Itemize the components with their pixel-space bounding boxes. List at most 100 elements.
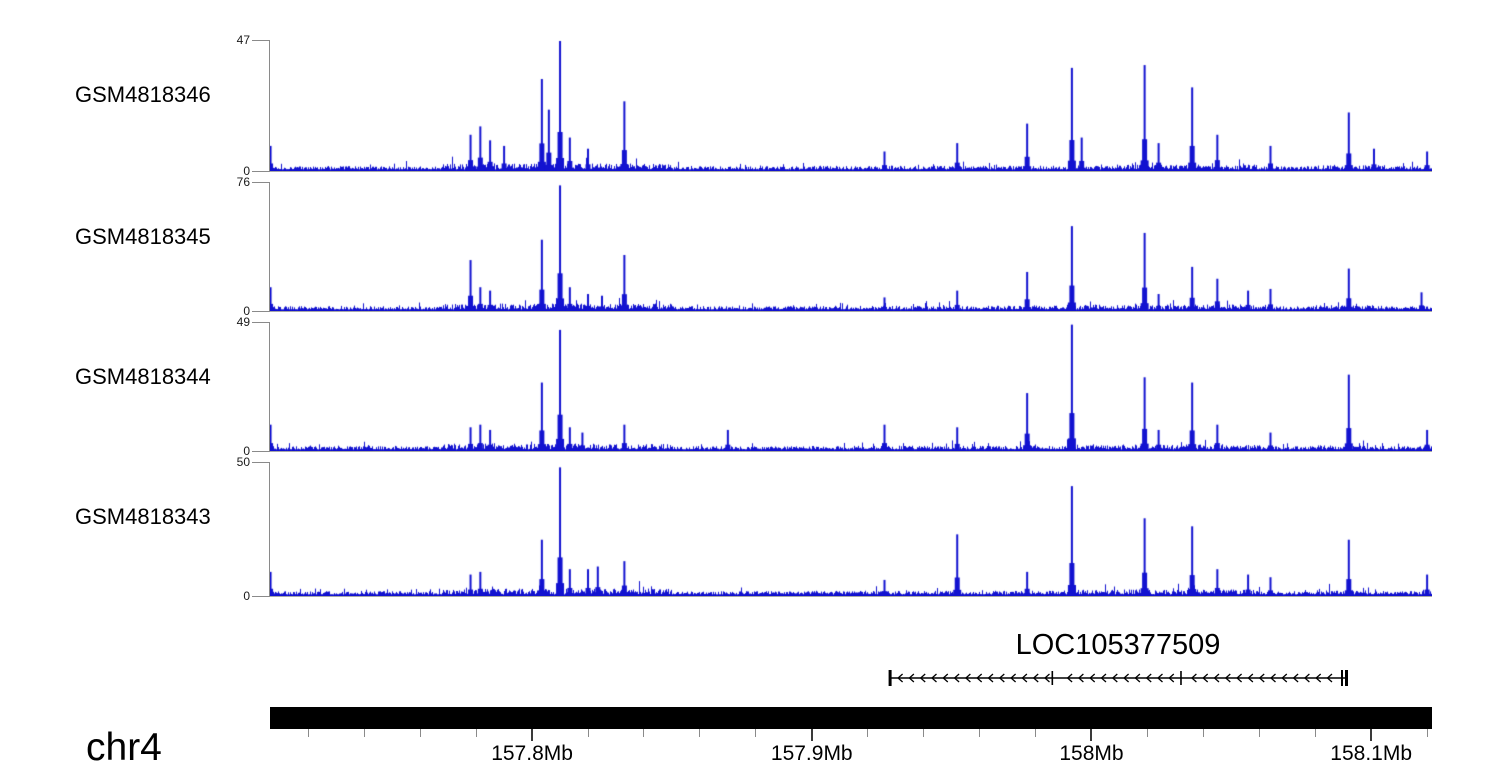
axis-minor-tick bbox=[587, 729, 589, 737]
axis-minor-tick bbox=[1146, 729, 1148, 737]
axis-major-tick bbox=[1090, 729, 1093, 741]
y-axis-zero-tick bbox=[252, 171, 269, 172]
strand-direction-chevron bbox=[931, 673, 937, 683]
axis-minor-tick bbox=[755, 729, 757, 737]
y-axis-zero-tick bbox=[252, 451, 269, 452]
axis-minor-tick bbox=[1258, 729, 1260, 737]
strand-direction-chevron bbox=[1236, 673, 1243, 683]
strand-direction-chevron bbox=[1292, 673, 1299, 683]
y-axis-top-tick bbox=[252, 462, 269, 463]
strand-direction-chevron bbox=[919, 673, 926, 683]
track-zero-baseline bbox=[270, 171, 1432, 172]
axis-major-tick bbox=[810, 729, 813, 741]
strand-direction-chevron bbox=[1315, 673, 1322, 683]
strand-direction-chevron bbox=[1123, 673, 1130, 683]
y-axis-line bbox=[269, 322, 270, 452]
track-ymax-label: 49 bbox=[236, 315, 250, 329]
coverage-track-canvas bbox=[270, 182, 1432, 311]
strand-direction-chevron bbox=[1168, 673, 1175, 683]
coverage-track-canvas bbox=[270, 462, 1432, 596]
coverage-track-canvas bbox=[270, 40, 1432, 171]
gene-end-tick bbox=[1345, 670, 1349, 686]
strand-direction-chevron bbox=[1134, 673, 1141, 683]
strand-direction-chevron bbox=[1202, 673, 1209, 683]
gene-exon-boundary-tick bbox=[1180, 671, 1182, 685]
axis-tick-label: 158Mb bbox=[1059, 742, 1124, 765]
strand-direction-chevron bbox=[897, 673, 904, 683]
track-zero-baseline bbox=[270, 311, 1432, 312]
chromosome-bar bbox=[270, 707, 1432, 729]
gene-start-tick bbox=[888, 670, 892, 686]
strand-direction-chevron bbox=[1247, 673, 1254, 683]
gene-exon-boundary-tick bbox=[1051, 671, 1054, 685]
strand-direction-chevron bbox=[1190, 673, 1197, 683]
track-ymin-label: 0 bbox=[243, 444, 250, 458]
axis-minor-tick bbox=[867, 729, 869, 737]
strand-direction-chevron bbox=[1258, 673, 1265, 683]
track-label: GSM4818344 bbox=[75, 364, 211, 389]
track-label: GSM4818343 bbox=[75, 504, 211, 529]
strand-direction-chevron bbox=[1270, 673, 1276, 683]
strand-direction-chevron bbox=[1111, 673, 1118, 683]
strand-direction-chevron bbox=[1281, 673, 1288, 683]
y-axis-line bbox=[269, 40, 270, 172]
axis-minor-tick bbox=[1035, 729, 1037, 737]
strand-direction-chevron bbox=[998, 673, 1005, 683]
axis-minor-tick bbox=[307, 729, 309, 737]
axis-minor-tick bbox=[419, 729, 421, 737]
strand-direction-chevron bbox=[1326, 673, 1333, 683]
strand-direction-chevron bbox=[1089, 673, 1096, 683]
axis-minor-tick bbox=[979, 729, 981, 737]
chromosome-label: chr4 bbox=[86, 726, 162, 769]
track-ymin-label: 0 bbox=[243, 589, 250, 603]
track-ymax-label: 47 bbox=[236, 33, 250, 47]
axis-minor-tick bbox=[923, 729, 925, 737]
track-ymin-label: 0 bbox=[243, 164, 250, 178]
track-ymax-label: 50 bbox=[236, 455, 250, 469]
y-axis-line bbox=[269, 182, 270, 312]
track-ymin-label: 0 bbox=[243, 304, 250, 318]
track-zero-baseline bbox=[270, 451, 1432, 452]
strand-direction-chevron bbox=[1145, 673, 1152, 683]
strand-direction-chevron bbox=[976, 673, 983, 683]
gene-model bbox=[888, 670, 1349, 686]
y-axis-zero-tick bbox=[252, 311, 269, 312]
y-axis-top-tick bbox=[252, 40, 269, 41]
axis-minor-tick bbox=[1426, 729, 1428, 737]
axis-major-tick bbox=[1370, 729, 1373, 741]
track-label: GSM4818346 bbox=[75, 82, 211, 107]
strand-direction-chevron bbox=[1077, 673, 1084, 683]
strand-direction-chevron bbox=[1021, 673, 1028, 683]
axis-minor-tick bbox=[699, 729, 701, 737]
strand-direction-chevron bbox=[1044, 673, 1050, 683]
strand-direction-chevron bbox=[908, 673, 915, 683]
gene-end-tick bbox=[1341, 670, 1344, 686]
strand-direction-chevron bbox=[942, 673, 949, 683]
track-label: GSM4818345 bbox=[75, 224, 211, 249]
strand-direction-chevron bbox=[1100, 673, 1107, 683]
axis-minor-tick bbox=[475, 729, 477, 737]
axis-tick-label: 157.9Mb bbox=[770, 742, 853, 765]
strand-direction-chevron bbox=[1213, 673, 1220, 683]
strand-direction-chevron bbox=[1157, 673, 1163, 683]
axis-minor-tick bbox=[1202, 729, 1204, 737]
strand-direction-chevron bbox=[1224, 673, 1231, 683]
strand-direction-chevron bbox=[1066, 673, 1073, 683]
y-axis-top-tick bbox=[252, 322, 269, 323]
gene-name-label: LOC105377509 bbox=[1015, 629, 1221, 661]
strand-direction-chevron bbox=[964, 673, 971, 683]
strand-direction-chevron bbox=[1010, 673, 1017, 683]
coverage-track-canvas bbox=[270, 322, 1432, 451]
axis-tick-label: 158.1Mb bbox=[1330, 742, 1413, 765]
axis-minor-tick bbox=[363, 729, 365, 737]
track-zero-baseline bbox=[270, 596, 1432, 597]
axis-minor-tick bbox=[1314, 729, 1316, 737]
y-axis-top-tick bbox=[252, 182, 269, 183]
axis-major-tick bbox=[531, 729, 534, 741]
strand-direction-chevron bbox=[1303, 673, 1310, 683]
y-axis-line bbox=[269, 462, 270, 597]
axis-minor-tick bbox=[643, 729, 645, 737]
axis-tick-label: 157.8Mb bbox=[491, 742, 573, 765]
y-axis-zero-tick bbox=[252, 596, 269, 597]
